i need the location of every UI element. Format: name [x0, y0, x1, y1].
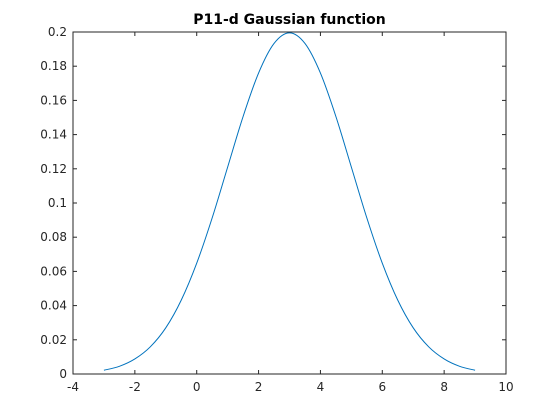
x-tick-label: 0 [193, 380, 201, 394]
x-tick-label: -2 [129, 380, 141, 394]
y-tick-label: 0.12 [40, 162, 67, 176]
x-tick-label: 10 [498, 380, 513, 394]
ticks-layer: -4 -2 0 2 4 6 8 10 0 0.02 0.04 0.06 0.08 0.1 0.12 0.14 0… [40, 25, 513, 394]
gaussian-series-line [103, 32, 476, 371]
y-tick-label: 0.14 [40, 128, 67, 142]
x-tick-label: 6 [378, 380, 386, 394]
y-tick-label: 0.08 [40, 230, 67, 244]
y-tick-label: 0.16 [40, 93, 67, 107]
x-tick-label: 2 [255, 380, 263, 394]
y-tick-label: 0.1 [48, 196, 67, 210]
x-tick-label: 8 [440, 380, 448, 394]
x-tick-label: -4 [67, 380, 79, 394]
x-tick-label: 4 [317, 380, 325, 394]
axes-box [72, 31, 507, 375]
chart-title: P11-d Gaussian function [193, 12, 386, 28]
y-tick-label: 0.06 [40, 264, 67, 278]
y-tick-label: 0.18 [40, 59, 67, 73]
plot-area [73, 32, 506, 374]
y-tick-label: 0 [59, 367, 67, 381]
y-tick-label: 0.2 [48, 25, 67, 39]
y-tick-label: 0.02 [40, 333, 67, 347]
series-layer [103, 32, 476, 371]
y-tick-label: 0.04 [40, 299, 67, 313]
